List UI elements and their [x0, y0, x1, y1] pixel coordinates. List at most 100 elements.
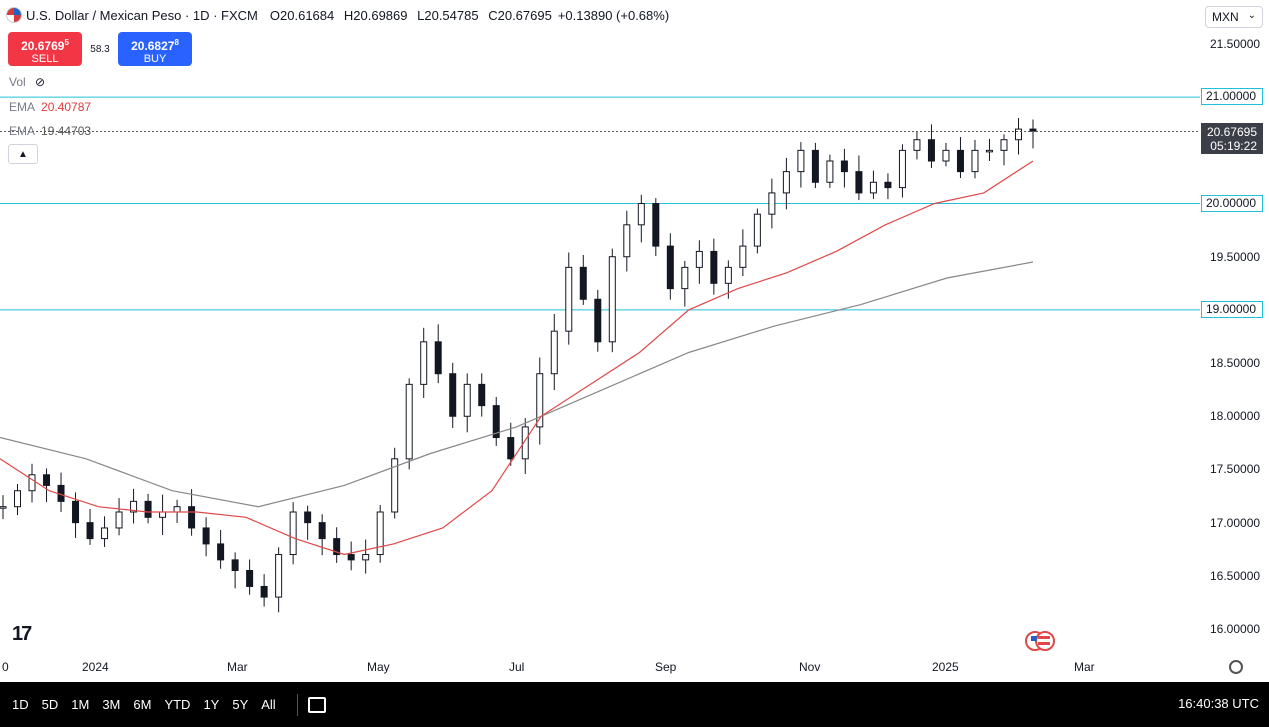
range-all[interactable]: All: [261, 697, 276, 712]
collapse-legend-button[interactable]: ▲: [8, 144, 38, 164]
candle-body[interactable]: [115, 511, 123, 529]
candle-body[interactable]: [550, 330, 558, 375]
candle-body[interactable]: [927, 139, 935, 162]
eye-hidden-icon[interactable]: ⊘: [35, 75, 46, 89]
calendar-icon[interactable]: [307, 696, 326, 713]
candle-body[interactable]: [492, 405, 500, 439]
candle-body[interactable]: [434, 341, 442, 375]
candle-body[interactable]: [289, 511, 297, 556]
candle-body[interactable]: [724, 266, 732, 284]
range-ytd[interactable]: YTD: [164, 697, 191, 712]
range-1y[interactable]: 1Y: [203, 697, 220, 712]
candle-body[interactable]: [637, 203, 645, 226]
candle-body[interactable]: [0, 506, 7, 509]
candle-body[interactable]: [86, 522, 94, 540]
candle-body[interactable]: [594, 298, 602, 343]
utc-clock[interactable]: 16:40:38 UTC: [1178, 696, 1259, 711]
candle-body[interactable]: [797, 149, 805, 173]
candle-body[interactable]: [101, 527, 109, 540]
candle-body[interactable]: [217, 543, 225, 561]
time-label-sep: Sep: [655, 660, 677, 674]
candle-body[interactable]: [623, 224, 631, 258]
toolbar-divider: [296, 693, 298, 716]
range-5d[interactable]: 5D: [41, 697, 59, 712]
candle-body[interactable]: [608, 256, 616, 343]
candle-body[interactable]: [478, 383, 486, 407]
candle-body[interactable]: [405, 383, 413, 460]
candle-body[interactable]: [652, 203, 660, 247]
candle-body[interactable]: [391, 458, 399, 513]
candle-body[interactable]: [898, 149, 906, 189]
candle-body[interactable]: [347, 554, 355, 561]
candle-body[interactable]: [1000, 139, 1008, 151]
candle-body[interactable]: [14, 490, 22, 508]
range-1d[interactable]: 1D: [12, 697, 29, 712]
candle-body[interactable]: [826, 160, 834, 183]
candle-body[interactable]: [579, 266, 587, 300]
volume-indicator[interactable]: Vol ⊘: [9, 75, 45, 89]
candle-body[interactable]: [144, 500, 152, 518]
candle-body[interactable]: [869, 181, 877, 194]
price-chart[interactable]: [0, 0, 1269, 682]
candle-body[interactable]: [956, 149, 964, 173]
candle-body[interactable]: [275, 554, 283, 598]
symbol-name[interactable]: U.S. Dollar / Mexican Peso · 1D · FXCM: [26, 7, 258, 23]
candle-body[interactable]: [318, 522, 326, 540]
candle-body[interactable]: [666, 245, 674, 290]
currency-select[interactable]: MXN ⌄: [1205, 6, 1263, 28]
candle-body[interactable]: [521, 426, 529, 460]
candle-body[interactable]: [449, 373, 457, 417]
candle-body[interactable]: [376, 511, 384, 556]
candle-body[interactable]: [768, 192, 776, 215]
range-6m[interactable]: 6M: [133, 697, 152, 712]
range-1m[interactable]: 1M: [71, 697, 90, 712]
candle-body[interactable]: [840, 160, 848, 173]
ema-fast-indicator[interactable]: EMA 20.40787: [9, 100, 91, 114]
candle-body[interactable]: [202, 527, 210, 545]
candle-body[interactable]: [710, 250, 718, 284]
candle-body[interactable]: [231, 559, 239, 572]
candle-body[interactable]: [333, 538, 341, 556]
range-3m[interactable]: 3M: [102, 697, 121, 712]
candle-body[interactable]: [942, 149, 950, 162]
candle-body[interactable]: [811, 149, 819, 183]
candle-body[interactable]: [971, 149, 979, 173]
candle-body[interactable]: [782, 171, 790, 194]
settings-gear-icon[interactable]: [1229, 660, 1243, 674]
buy-button[interactable]: 20.68278 BUY: [118, 32, 192, 66]
candle-body[interactable]: [420, 341, 428, 385]
sell-button[interactable]: 20.67695 SELL: [8, 32, 82, 66]
range-5y[interactable]: 5Y: [232, 697, 249, 712]
candle-body[interactable]: [260, 585, 268, 598]
candle-body[interactable]: [463, 383, 471, 417]
candle-body[interactable]: [855, 171, 863, 194]
ema-slow-indicator[interactable]: EMA 19.44703: [9, 124, 91, 138]
candle-body[interactable]: [753, 213, 761, 247]
candle-body[interactable]: [507, 437, 515, 460]
candle-body[interactable]: [884, 181, 892, 189]
candle-body[interactable]: [159, 511, 167, 518]
candle-body[interactable]: [246, 570, 254, 587]
current-price-value: 20.67695: [1206, 125, 1257, 139]
candle-body[interactable]: [362, 554, 370, 561]
candle-body[interactable]: [28, 474, 36, 492]
candle-body[interactable]: [565, 266, 573, 332]
candle-body[interactable]: [536, 373, 544, 428]
candle-body[interactable]: [72, 500, 80, 524]
tradingview-logo[interactable]: 17: [12, 623, 32, 645]
candle-body[interactable]: [188, 506, 196, 529]
candle-body[interactable]: [304, 511, 312, 524]
candle-body[interactable]: [739, 245, 747, 268]
candle-body[interactable]: [43, 474, 51, 486]
candle-body[interactable]: [695, 250, 703, 268]
currency-selected: MXN: [1212, 10, 1239, 24]
candle-body[interactable]: [173, 506, 181, 513]
candle-body[interactable]: [1029, 128, 1037, 132]
candle-body[interactable]: [913, 139, 921, 151]
candle-body[interactable]: [985, 149, 993, 153]
candle-body[interactable]: [130, 500, 138, 513]
candle-body[interactable]: [1014, 128, 1022, 141]
economic-events-flag-icon[interactable]: [1024, 630, 1056, 652]
time-label-jul: Jul: [509, 660, 525, 674]
candle-body[interactable]: [681, 266, 689, 290]
